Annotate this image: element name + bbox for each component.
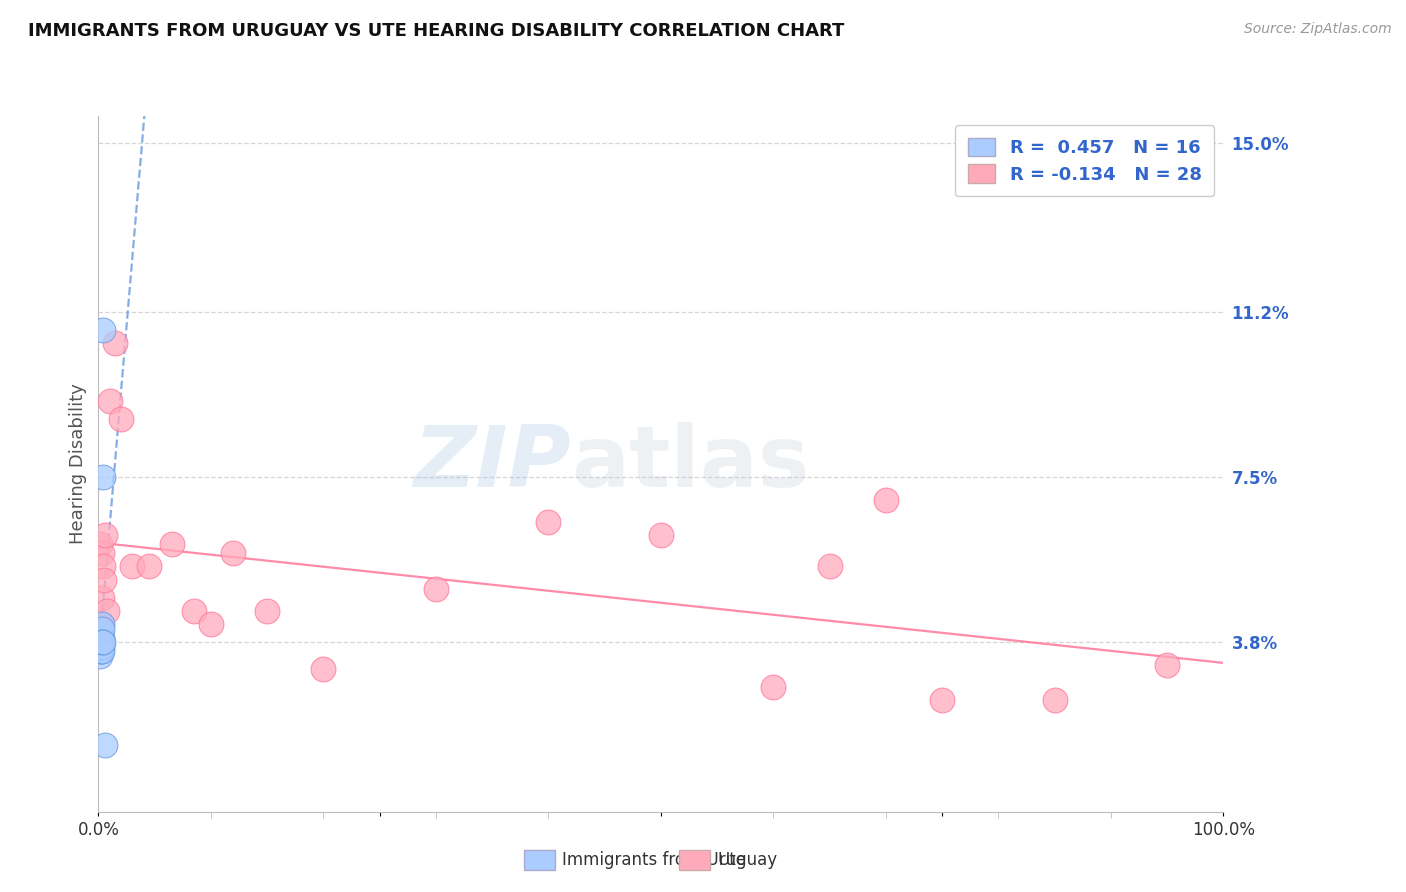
- Point: [537, 515, 560, 529]
- Point: [90, 640, 112, 654]
- Point: [1156, 657, 1178, 672]
- Text: ZIP: ZIP: [413, 422, 571, 506]
- Point: [222, 546, 245, 560]
- Point: [90, 635, 112, 649]
- Point: [110, 412, 132, 426]
- Point: [91, 470, 114, 484]
- Point: [91, 635, 114, 649]
- Text: Immigrants from Uruguay: Immigrants from Uruguay: [562, 851, 778, 869]
- Text: atlas: atlas: [571, 422, 808, 506]
- Text: Source: ZipAtlas.com: Source: ZipAtlas.com: [1244, 22, 1392, 37]
- Legend: R =  0.457   N = 16, R = -0.134   N = 28: R = 0.457 N = 16, R = -0.134 N = 28: [956, 125, 1215, 196]
- Point: [93, 738, 115, 752]
- Point: [96, 604, 118, 618]
- Point: [90, 644, 112, 658]
- Point: [89, 537, 111, 551]
- Point: [94, 528, 117, 542]
- Point: [91, 323, 114, 337]
- Point: [90, 644, 112, 658]
- Point: [931, 693, 953, 707]
- Point: [256, 604, 278, 618]
- Text: IMMIGRANTS FROM URUGUAY VS UTE HEARING DISABILITY CORRELATION CHART: IMMIGRANTS FROM URUGUAY VS UTE HEARING D…: [28, 22, 845, 40]
- Point: [91, 622, 114, 636]
- Point: [91, 559, 114, 574]
- Point: [91, 591, 114, 605]
- Point: [98, 394, 121, 409]
- Point: [90, 626, 112, 640]
- Point: [90, 617, 112, 632]
- Point: [138, 559, 160, 574]
- Point: [183, 604, 205, 618]
- Point: [312, 662, 335, 676]
- Point: [89, 648, 111, 663]
- Text: Ute: Ute: [717, 851, 747, 869]
- Point: [90, 617, 112, 632]
- Point: [1043, 693, 1066, 707]
- Point: [875, 492, 897, 507]
- Point: [650, 528, 672, 542]
- Point: [200, 617, 222, 632]
- Point: [104, 336, 127, 351]
- Point: [121, 559, 143, 574]
- Point: [90, 546, 112, 560]
- Point: [425, 582, 447, 596]
- Y-axis label: Hearing Disability: Hearing Disability: [69, 384, 87, 544]
- Point: [93, 573, 115, 587]
- Point: [160, 537, 183, 551]
- Point: [91, 635, 114, 649]
- Point: [90, 644, 112, 658]
- Point: [762, 680, 785, 694]
- Point: [89, 635, 111, 649]
- Point: [818, 559, 841, 574]
- Point: [90, 631, 112, 645]
